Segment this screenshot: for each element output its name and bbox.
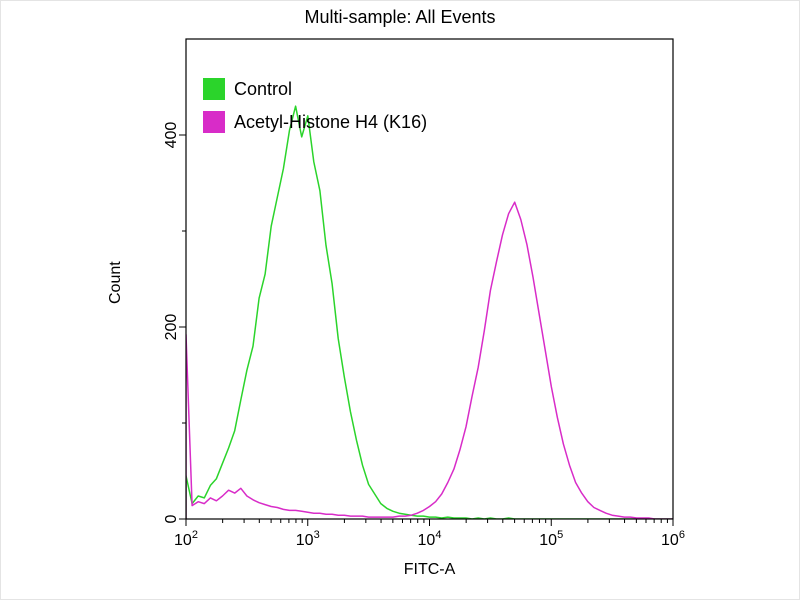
x-tick-label: 103 — [296, 529, 320, 549]
x-tick-label: 102 — [174, 529, 198, 549]
legend-swatch-control — [203, 78, 225, 100]
legend-item-control: Control — [203, 77, 427, 101]
x-tick-label: 106 — [661, 529, 685, 549]
legend-swatch-acetyl-histone-h4 — [203, 111, 225, 133]
x-axis-title: FITC-A — [403, 561, 456, 578]
y-tick-label: 400 — [163, 122, 180, 149]
legend-label-acetyl-histone-h4: Acetyl-Histone H4 (K16) — [234, 112, 428, 132]
x-tick-label: 105 — [539, 529, 563, 549]
plot-border — [185, 38, 674, 520]
y-tick-label: 0 — [163, 514, 180, 523]
y-axis-title: Count — [107, 261, 124, 304]
legend-item-acetyl-histone-h4: Acetyl-Histone H4 (K16) — [203, 110, 427, 134]
series-acetyl-histone-h4-k16 — [186, 201, 673, 519]
chart-title: Multi-sample: All Events — [304, 7, 496, 27]
series-control — [186, 105, 673, 519]
y-tick-label: 200 — [163, 314, 180, 341]
legend-label-control: Control — [234, 79, 293, 99]
x-tick-label: 104 — [418, 529, 442, 549]
legend: Control Acetyl-Histone H4 (K16) — [203, 77, 427, 143]
